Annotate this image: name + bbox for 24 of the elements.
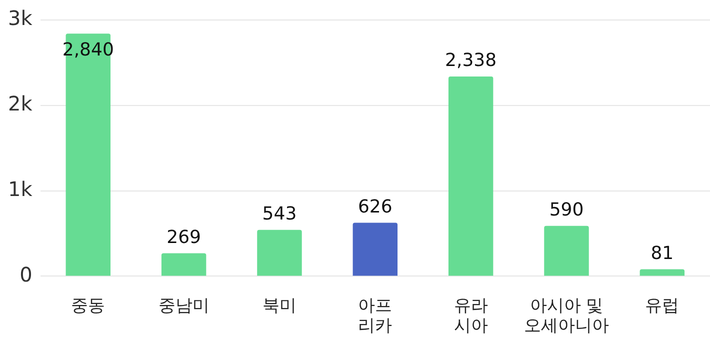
bar	[640, 269, 685, 276]
x-tick-label: 유라 시아	[454, 296, 488, 336]
x-tick-label: 북미	[262, 296, 296, 316]
y-tick-label: 1k	[8, 177, 33, 202]
data-label: 543	[262, 204, 297, 224]
data-label: 2,338	[445, 50, 497, 72]
bar	[161, 253, 206, 276]
data-label: 590	[549, 199, 584, 220]
x-tick-label: 중동	[71, 296, 106, 316]
y-tick-label: 0	[20, 262, 32, 286]
bar	[66, 34, 111, 276]
x-tick-label: 중남미	[158, 296, 210, 316]
x-tick-label: 아프 리카	[358, 296, 392, 336]
data-label: 81	[650, 242, 674, 264]
data-label: 269	[166, 226, 201, 248]
y-tick-label: 2k	[8, 92, 33, 116]
bar	[257, 230, 302, 276]
bar	[448, 76, 494, 276]
bar	[352, 222, 398, 276]
data-label: 626	[358, 196, 392, 218]
bar	[544, 226, 589, 276]
x-tick-label: 유럽	[645, 296, 680, 316]
x-tick-label: 아시아 및 오세아니아	[524, 296, 609, 336]
y-tick-label: 3k	[8, 6, 33, 30]
